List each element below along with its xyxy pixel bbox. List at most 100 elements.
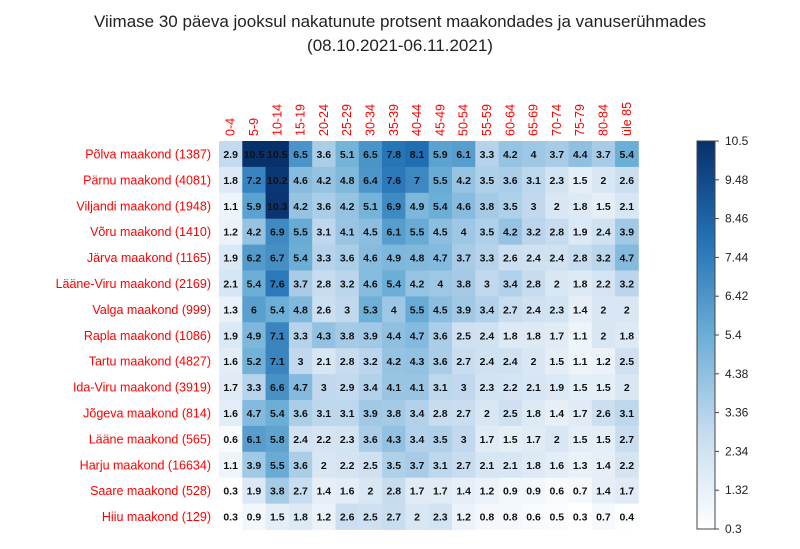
cell-value-label: 2.5 bbox=[619, 356, 634, 368]
heatmap-cell bbox=[312, 166, 336, 194]
cell-value-label: 2 bbox=[554, 434, 560, 446]
cell-value-label: 3.6 bbox=[340, 253, 355, 265]
heatmap-cell bbox=[288, 296, 313, 323]
cell-value-label: 1.7 bbox=[526, 434, 541, 446]
cell-value-label: 3.4 bbox=[480, 304, 495, 316]
cell-value-label: 5.4 bbox=[270, 304, 285, 316]
heatmap-cell bbox=[452, 244, 476, 271]
heatmap-cell bbox=[475, 192, 499, 220]
heatmap-cell bbox=[288, 322, 313, 349]
cell-value-label: 4 bbox=[531, 149, 537, 161]
cell-value-label: 6.9 bbox=[386, 201, 401, 213]
heatmap-cell bbox=[219, 477, 243, 504]
heatmap-cell bbox=[498, 425, 523, 453]
column-label: 45-49 bbox=[433, 104, 447, 136]
heatmap-cell bbox=[382, 503, 406, 530]
cell-value-label: 5.5 bbox=[410, 227, 425, 239]
heatmap-cell bbox=[335, 218, 360, 245]
heatmap-cell bbox=[242, 244, 266, 271]
cell-value-label: 4.2 bbox=[247, 227, 262, 239]
heatmap-cell bbox=[265, 400, 290, 427]
cell-value-label: 2.6 bbox=[619, 175, 634, 187]
cell-value-label: 3.5 bbox=[503, 201, 518, 213]
heatmap-cell bbox=[288, 166, 313, 194]
cell-value-label: 0.3 bbox=[573, 512, 588, 524]
cell-value-label: 3.3 bbox=[247, 382, 262, 394]
heatmap-cell bbox=[405, 270, 430, 297]
cell-value-label: 3.9 bbox=[619, 227, 634, 239]
cell-value-label: 4.5 bbox=[363, 227, 378, 239]
heatmap-cell bbox=[591, 296, 616, 323]
heatmap-cell bbox=[288, 244, 313, 271]
heatmap-cell bbox=[568, 477, 593, 504]
cell-value-label: 7.1 bbox=[270, 356, 285, 368]
heatmap-cell bbox=[265, 374, 290, 401]
heatmap-cell bbox=[475, 296, 499, 323]
cell-value-label: 1.5 bbox=[503, 434, 518, 446]
row-label: Ida-Viru maakond (3919) bbox=[73, 381, 211, 395]
heatmap-cell bbox=[615, 477, 639, 504]
heatmap-cell bbox=[521, 270, 546, 297]
cell-value-label: 2 bbox=[321, 460, 327, 472]
row-label: Harju maakond (16634) bbox=[80, 458, 211, 472]
cell-value-label: 2.2 bbox=[317, 434, 332, 446]
cell-value-label: 2.8 bbox=[573, 253, 588, 265]
heatmap-cell bbox=[405, 425, 430, 453]
cell-value-label: 2.1 bbox=[480, 460, 495, 472]
heatmap-cell bbox=[358, 270, 383, 297]
cell-value-label: 2.7 bbox=[619, 434, 634, 446]
heatmap-cell bbox=[591, 166, 616, 194]
cell-value-label: 2.2 bbox=[340, 460, 355, 472]
cell-value-label: 1.6 bbox=[550, 460, 565, 472]
heatmap-cell bbox=[312, 141, 336, 168]
column-label: 80-84 bbox=[596, 104, 610, 136]
cell-value-label: 4.3 bbox=[317, 330, 332, 342]
cell-value-label: 3.3 bbox=[480, 253, 495, 265]
heatmap-cell bbox=[288, 348, 313, 375]
cell-value-label: 5.4 bbox=[293, 253, 308, 265]
heatmap-cell bbox=[382, 192, 406, 220]
row-label: Tartu maakond (4827) bbox=[89, 355, 211, 369]
heatmap-cell bbox=[312, 322, 336, 349]
heatmap-cell bbox=[428, 322, 453, 349]
cell-value-label: 6.9 bbox=[270, 227, 285, 239]
cell-value-label: 3.3 bbox=[480, 149, 495, 161]
cell-value-label: 0.8 bbox=[503, 512, 518, 524]
cell-value-label: 3.6 bbox=[293, 460, 308, 472]
heatmap-cell bbox=[265, 141, 290, 168]
heatmap-cell bbox=[265, 244, 290, 271]
heatmap-cell bbox=[358, 166, 383, 194]
heatmap-cell bbox=[428, 244, 453, 271]
heatmap-cell bbox=[615, 451, 639, 479]
cell-value-label: 0.9 bbox=[526, 486, 541, 498]
heatmap-cell bbox=[521, 451, 546, 479]
cell-value-label: 2.2 bbox=[619, 460, 634, 472]
heatmap-cell bbox=[335, 244, 360, 271]
heatmap-cell bbox=[498, 166, 523, 194]
cell-value-label: 4.6 bbox=[363, 253, 378, 265]
cell-value-label: 2 bbox=[414, 512, 420, 524]
legend-tick-label: 5.4 bbox=[725, 328, 742, 342]
heatmap-cell bbox=[288, 270, 313, 297]
heatmap-cell bbox=[452, 477, 476, 504]
heatmap-cell bbox=[428, 296, 453, 323]
column-label: 30-34 bbox=[363, 104, 377, 136]
heatmap-cell bbox=[615, 374, 639, 401]
heatmap-cell bbox=[265, 425, 290, 453]
cell-value-label: 2.3 bbox=[550, 175, 565, 187]
heatmap-cell bbox=[568, 166, 593, 194]
heatmap-cell bbox=[615, 322, 639, 349]
heatmap-cell bbox=[358, 503, 383, 530]
heatmap-cell bbox=[521, 244, 546, 271]
heatmap-cell bbox=[475, 141, 499, 168]
cell-value-label: 4.7 bbox=[619, 253, 634, 265]
heatmap-cell bbox=[405, 322, 430, 349]
cell-value-label: 1.2 bbox=[480, 486, 495, 498]
heatmap-cell bbox=[591, 244, 616, 271]
cell-value-label: 1.3 bbox=[573, 460, 588, 472]
heatmap-cell bbox=[428, 218, 453, 245]
heatmap-cell bbox=[288, 218, 313, 245]
heatmap-cell bbox=[452, 374, 476, 401]
cell-value-label: 2.9 bbox=[340, 382, 355, 394]
heatmap-cell bbox=[405, 477, 430, 504]
